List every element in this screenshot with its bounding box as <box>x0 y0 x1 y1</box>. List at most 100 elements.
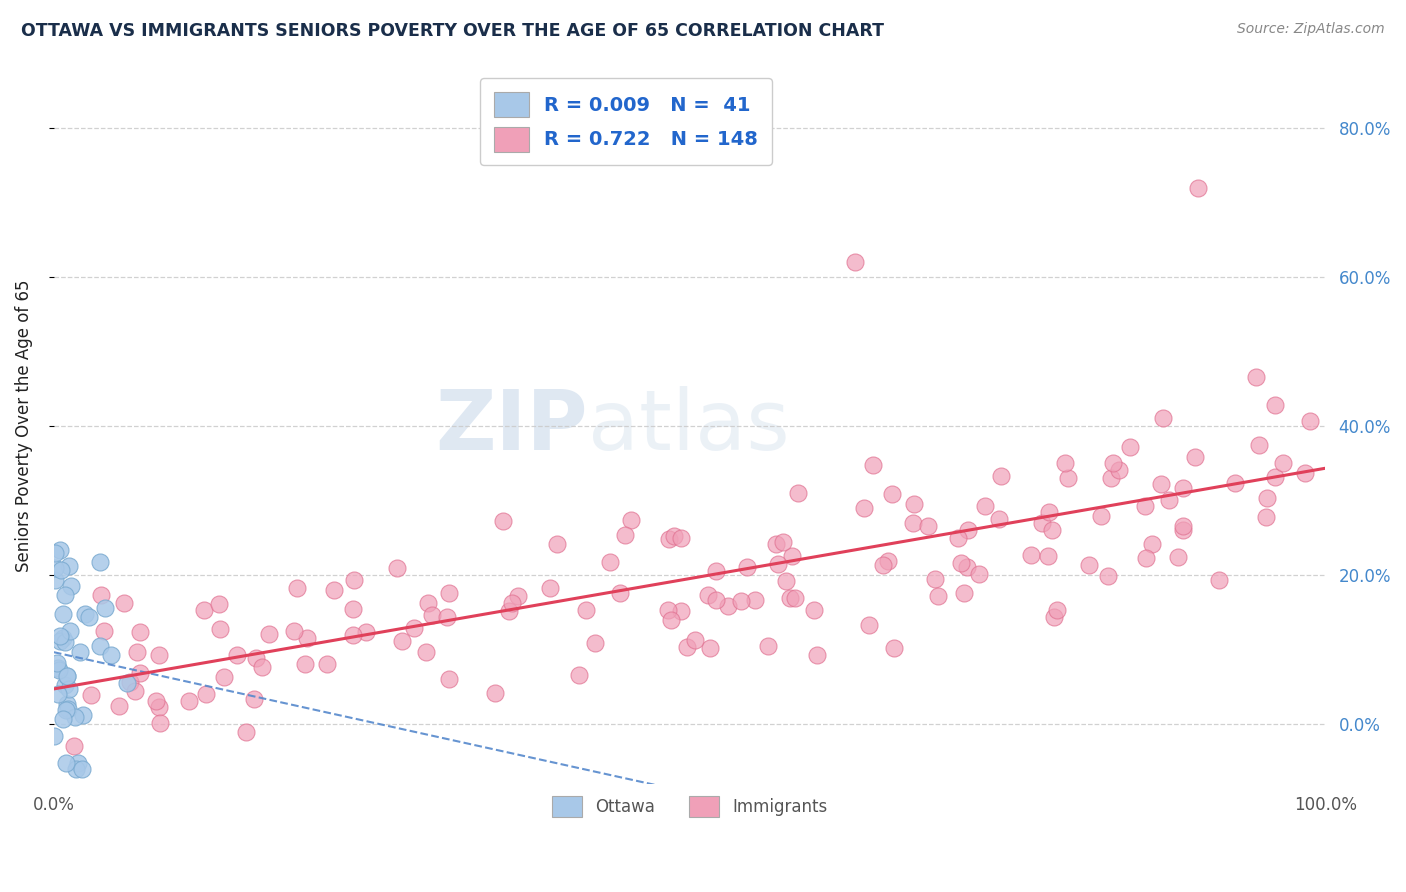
Point <box>44 546 66 560</box>
Point <box>129 665 152 680</box>
Point <box>1036 549 1059 563</box>
Point <box>1031 516 1053 530</box>
Point <box>129 625 152 640</box>
Point <box>1142 537 1164 551</box>
Point <box>100 648 122 662</box>
Point <box>484 686 506 700</box>
Point <box>194 687 217 701</box>
Point <box>93 624 115 638</box>
Point <box>880 487 903 501</box>
Point <box>436 610 458 624</box>
Point <box>1043 609 1066 624</box>
Point <box>53 635 76 649</box>
Point <box>669 604 692 618</box>
Point <box>225 648 247 662</box>
Point <box>65 762 87 776</box>
Point <box>546 537 568 551</box>
Point <box>391 633 413 648</box>
Point <box>1038 505 1060 519</box>
Point <box>127 645 149 659</box>
Point <box>89 556 111 570</box>
Point <box>1171 519 1194 533</box>
Point <box>235 725 257 739</box>
Point <box>112 596 135 610</box>
Point <box>538 581 561 595</box>
Point <box>60 579 83 593</box>
Point <box>250 660 273 674</box>
Point <box>46 687 69 701</box>
Point <box>59 624 82 639</box>
Point <box>1249 437 1271 451</box>
Point <box>44 730 66 744</box>
Point <box>44 573 66 587</box>
Point <box>285 581 308 595</box>
Point <box>1152 410 1174 425</box>
Point <box>1135 499 1157 513</box>
Point <box>1254 509 1277 524</box>
Point <box>55 703 77 717</box>
Point <box>956 559 979 574</box>
Point <box>322 582 344 597</box>
Point <box>568 667 591 681</box>
Point <box>803 602 825 616</box>
Point <box>575 603 598 617</box>
Point <box>1244 369 1267 384</box>
Legend: Ottawa, Immigrants: Ottawa, Immigrants <box>544 788 835 825</box>
Point <box>1019 548 1042 562</box>
Point <box>257 627 280 641</box>
Point <box>56 697 79 711</box>
Point <box>69 645 91 659</box>
Point <box>949 556 972 570</box>
Point <box>699 640 721 655</box>
Point <box>422 608 444 623</box>
Point <box>844 255 866 269</box>
Point <box>148 648 170 662</box>
Point <box>967 566 990 581</box>
Point <box>704 592 727 607</box>
Point <box>599 555 621 569</box>
Point <box>80 689 103 703</box>
Point <box>988 511 1011 525</box>
Point <box>1271 456 1294 470</box>
Point <box>744 592 766 607</box>
Point <box>658 532 681 546</box>
Point <box>1056 471 1078 485</box>
Point <box>901 516 924 531</box>
Point <box>659 613 682 627</box>
Point <box>56 669 79 683</box>
Point <box>946 531 969 545</box>
Point <box>245 650 267 665</box>
Point <box>1167 549 1189 564</box>
Point <box>418 596 440 610</box>
Point <box>67 756 90 771</box>
Point <box>1159 493 1181 508</box>
Point <box>55 669 77 683</box>
Point <box>437 586 460 600</box>
Point <box>48 663 70 677</box>
Point <box>48 660 70 674</box>
Point <box>90 588 112 602</box>
Y-axis label: Seniors Poverty Over the Age of 65: Seniors Poverty Over the Age of 65 <box>15 280 32 573</box>
Point <box>662 529 685 543</box>
Point <box>1150 477 1173 491</box>
Point <box>613 528 636 542</box>
Text: ZIP: ZIP <box>436 385 588 467</box>
Point <box>877 554 900 568</box>
Point <box>315 657 337 671</box>
Point <box>62 739 84 754</box>
Point <box>620 514 643 528</box>
Point <box>45 656 67 670</box>
Point <box>56 701 79 715</box>
Point <box>283 624 305 638</box>
Point <box>1187 180 1209 194</box>
Point <box>858 618 880 632</box>
Point <box>52 632 75 646</box>
Point <box>1099 471 1122 485</box>
Point <box>1040 523 1063 537</box>
Point <box>72 708 94 723</box>
Point <box>775 574 797 588</box>
Point <box>354 625 377 640</box>
Point <box>63 710 86 724</box>
Point <box>77 610 100 624</box>
Point <box>1108 463 1130 477</box>
